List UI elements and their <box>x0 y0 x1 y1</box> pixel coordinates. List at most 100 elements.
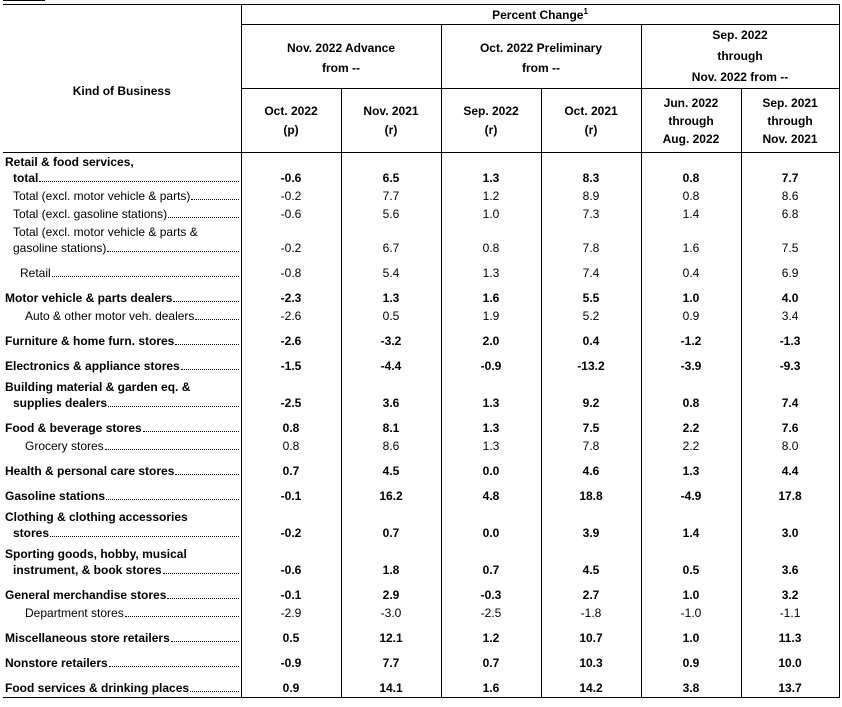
row-label-text: Total (excl. gasoline stations) <box>13 207 168 221</box>
value-cell: -2.5 <box>440 604 541 622</box>
percent-change-label: Percent Change <box>492 7 584 22</box>
group-preliminary-line-2: from -- <box>522 60 560 75</box>
value-cell: 7.5 <box>540 412 641 437</box>
row-label-text: Retail <box>20 266 51 280</box>
row-label-line: Building material & garden eq. & <box>5 379 241 395</box>
table-row: Grocery stores 0.8 8.6 1.3 7.8 2.2 8.0 <box>3 437 840 455</box>
row-label: Clothing & clothing accessories stores <box>3 505 241 542</box>
row-label: Total (excl. motor vehicle & parts & gaso… <box>3 223 241 257</box>
value-cell: -0.3 <box>440 579 541 604</box>
value-cell: 7.6 <box>740 412 840 437</box>
value-cell: 5.6 <box>340 205 441 223</box>
row-label-text: General merchandise stores <box>5 588 167 602</box>
value-cell: 0.5 <box>340 307 441 325</box>
leader-dots <box>170 641 239 642</box>
col-sep-nov-line-3: Nov. 2021 <box>762 131 818 146</box>
row-label-line: Retail & food services, <box>5 154 241 170</box>
row-label-line: General merchandise stores <box>5 587 241 603</box>
value-cell: -2.9 <box>240 604 341 622</box>
percent-change-header: Percent Change1 <box>240 4 840 25</box>
value-cell: -13.2 <box>540 350 641 375</box>
value-cell: 1.4 <box>640 205 741 223</box>
row-label-line: Motor vehicle & parts dealers <box>5 290 241 306</box>
row-label-text: Electronics & appliance stores <box>5 359 180 373</box>
leader-dots <box>108 666 239 667</box>
row-label: Department stores <box>3 604 241 622</box>
group-through-line-2: through <box>717 49 763 63</box>
col-sep-nov-line-1: Sep. 2021 <box>762 95 818 110</box>
value-cell: -0.2 <box>240 187 341 205</box>
value-cell: 10.3 <box>540 647 641 672</box>
value-cell: 3.8 <box>640 672 741 698</box>
table-row: Sporting goods, hobby, musical instrument… <box>3 542 840 579</box>
col-sep-2022-line-1: Sep. 2022 <box>463 103 519 118</box>
value-cell: -1.0 <box>640 604 741 622</box>
leader-dots <box>195 319 239 320</box>
leader-dots <box>162 573 239 574</box>
col-header-jun-aug-2022: Jun. 2022 through Aug. 2022 <box>640 88 741 153</box>
table-row: Total (excl. motor vehicle & parts) -0.2 7… <box>3 187 840 205</box>
value-cell: 3.2 <box>740 579 840 604</box>
value-cell: 1.3 <box>440 152 541 187</box>
value-cell: 10.0 <box>740 647 840 672</box>
row-label-text: Building material & garden eq. & <box>5 380 191 394</box>
col-header-oct-2022-p: Oct. 2022 (p) <box>240 88 341 153</box>
value-cell: 1.3 <box>440 437 541 455</box>
col-oct-2021-line-2: (r) <box>584 122 598 137</box>
col-jun-aug-line-1: Jun. 2022 <box>663 95 719 110</box>
row-label-line: stores <box>5 525 241 541</box>
value-cell: 0.7 <box>240 455 341 480</box>
row-label-text: stores <box>13 526 50 540</box>
value-cell: -0.2 <box>240 505 341 542</box>
value-cell: 4.5 <box>540 542 641 579</box>
value-cell: 14.1 <box>340 672 441 698</box>
value-cell: 11.3 <box>740 622 840 647</box>
value-cell: -0.9 <box>440 350 541 375</box>
top-rule <box>3 0 45 1</box>
table-row: Miscellaneous store retailers 0.5 12.1 1.2 1… <box>3 622 840 647</box>
value-cell: 1.0 <box>440 205 541 223</box>
col-header-nov-2021-r: Nov. 2021 (r) <box>340 88 441 153</box>
value-cell: 8.9 <box>540 187 641 205</box>
row-label-line: Auto & other motor veh. dealers <box>5 308 241 324</box>
value-cell: 6.7 <box>340 223 441 257</box>
value-cell: 1.8 <box>340 542 441 579</box>
value-cell: 2.7 <box>540 579 641 604</box>
value-cell: 0.5 <box>640 542 741 579</box>
row-label-line: gasoline stations) <box>5 240 241 256</box>
row-label: Health & personal care stores <box>3 455 241 480</box>
row-label-text: Miscellaneous store retailers <box>5 631 170 645</box>
value-cell: 1.2 <box>440 622 541 647</box>
value-cell: -4.9 <box>640 480 741 505</box>
value-cell: -1.5 <box>240 350 341 375</box>
col-sep-2022-line-2: (r) <box>484 122 498 137</box>
row-label-text: Furniture & home furn. stores <box>5 334 175 348</box>
value-cell: 4.4 <box>740 455 840 480</box>
leader-dots <box>190 691 239 692</box>
table-row: Auto & other motor veh. dealers -2.6 0.5 1.… <box>3 307 840 325</box>
value-cell: 8.1 <box>340 412 441 437</box>
value-cell: 1.6 <box>440 282 541 307</box>
value-cell: 0.5 <box>240 622 341 647</box>
value-cell: -2.5 <box>240 375 341 412</box>
row-label: Retail & food services, total <box>3 153 241 188</box>
value-cell: 18.8 <box>540 480 641 505</box>
table-row: Food & beverage stores 0.8 8.1 1.3 7.5 2.2 7.6 <box>3 412 840 437</box>
row-label: Total (excl. gasoline stations) <box>3 205 241 223</box>
row-label: Furniture & home furn. stores <box>3 325 241 350</box>
col-oct-2021-line-1: Oct. 2021 <box>564 103 618 118</box>
value-cell: 6.9 <box>740 257 840 282</box>
table-row: Retail -0.8 5.4 1.3 7.4 0.4 6.9 <box>3 257 840 282</box>
row-label-text: Motor vehicle & parts dealers <box>5 291 173 305</box>
value-cell: -4.4 <box>340 350 441 375</box>
value-cell: -3.0 <box>340 604 441 622</box>
col-nov-2021-line-2: (r) <box>384 122 398 137</box>
row-label-text: Nonstore retailers <box>5 656 108 670</box>
value-cell: 17.8 <box>740 480 840 505</box>
value-cell: 0.8 <box>440 223 541 257</box>
row-label-line: instrument, & book stores <box>5 562 241 578</box>
value-cell: 7.8 <box>540 223 641 257</box>
value-cell: 12.1 <box>340 622 441 647</box>
value-cell: -1.3 <box>740 325 840 350</box>
leader-dots <box>167 598 239 599</box>
